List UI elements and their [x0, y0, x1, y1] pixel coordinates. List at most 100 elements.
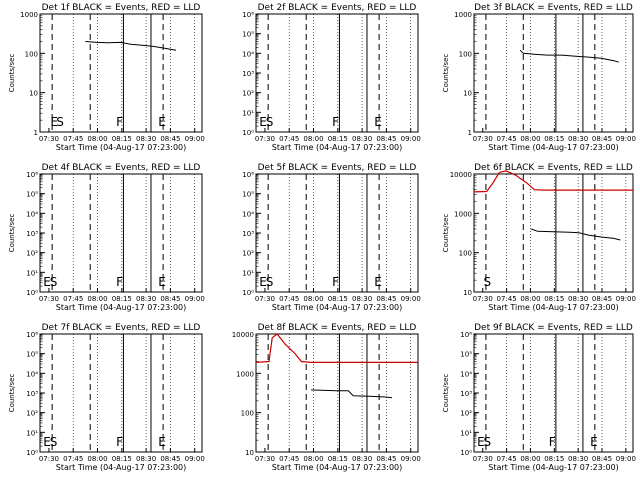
y-tick-label: 10³	[242, 230, 254, 238]
panel-title: Det 4f BLACK = Events, RED = LLD	[42, 163, 201, 173]
x-tick-label: 07:45	[279, 455, 299, 463]
x-tick-label: 08:30	[568, 135, 588, 143]
y-tick-label: 10⁵	[26, 351, 38, 359]
y-tick-label: 10²	[242, 250, 254, 258]
y-tick-label: 100	[459, 250, 472, 258]
flag-label: E	[158, 275, 166, 289]
plot-frame	[39, 13, 203, 133]
panel-title: Det 6f BLACK = Events, RED = LLD	[474, 163, 633, 173]
lld-series-line	[473, 170, 633, 193]
y-tick-label: 10¹	[242, 269, 254, 277]
x-axis-label: Start Time (04-Aug-17 07:23:00)	[272, 463, 403, 472]
y-tick-label: 10⁴	[460, 370, 472, 378]
x-tick-label: 07:45	[63, 135, 83, 143]
x-tick-label: 07:30	[39, 135, 59, 143]
y-tick-label: 10⁰	[26, 289, 38, 297]
x-tick-label: 07:45	[63, 455, 83, 463]
x-tick-label: 08:00	[303, 135, 323, 143]
x-axis-label: Start Time (04-Aug-17 07:23:00)	[272, 303, 403, 312]
panel-title: Det 2f BLACK = Events, RED = LLD	[258, 3, 417, 13]
x-tick-label: 08:45	[160, 295, 180, 303]
y-tick-label: 10⁶	[242, 11, 254, 19]
y-tick-label: 10⁰	[26, 449, 38, 457]
y-tick-label: 1	[34, 129, 38, 137]
x-tick-label: 08:30	[136, 455, 156, 463]
detector-panel: 07:30 07:45 08:00 08:15 08:30 08:45 09:00 10⁰ 10…	[242, 163, 421, 312]
panel-title: Det 8f BLACK = Events, RED = LLD	[258, 323, 417, 333]
flag-label: S	[484, 275, 492, 289]
y-tick-label: 10²	[26, 410, 38, 418]
y-tick-label: 10²	[242, 90, 254, 98]
x-tick-label: 07:30	[473, 295, 493, 303]
x-tick-label: 08:30	[352, 295, 372, 303]
x-tick-label: 08:00	[520, 295, 540, 303]
flag-label: E	[259, 115, 267, 129]
flag-label: E	[43, 435, 51, 449]
x-tick-label: 08:00	[520, 135, 540, 143]
flag-label: F	[116, 275, 123, 289]
flag-label: E	[158, 115, 166, 129]
y-tick-label: 10¹	[460, 429, 472, 437]
y-tick-label: 10⁴	[26, 370, 38, 378]
flag-label: S	[266, 115, 274, 129]
x-tick-label: 08:15	[544, 295, 564, 303]
y-tick-label: 100	[459, 50, 472, 58]
y-tick-label: 10⁵	[242, 191, 254, 199]
x-tick-label: 08:15	[328, 455, 348, 463]
x-tick-label: 07:30	[255, 295, 275, 303]
x-tick-label: 08:15	[544, 455, 564, 463]
flag-label: E	[374, 115, 382, 129]
flag-label: S	[56, 115, 64, 129]
y-tick-label: 10¹	[26, 429, 38, 437]
x-tick-label: 07:30	[255, 455, 275, 463]
lld-series-line	[255, 333, 418, 363]
x-tick-label: 09:00	[185, 135, 205, 143]
x-tick-label: 08:45	[376, 135, 396, 143]
x-axis-label: Start Time (04-Aug-17 07:23:00)	[56, 463, 187, 472]
y-tick-label: 10¹	[26, 269, 38, 277]
detector-panel: 07:30 07:45 08:00 08:15 08:30 08:45 09:00 1 10 10…	[442, 3, 636, 152]
y-tick-label: 10³	[26, 390, 38, 398]
x-tick-label: 07:45	[497, 135, 517, 143]
y-tick-label: 1000	[454, 11, 472, 19]
panel-title: Det 3f BLACK = Events, RED = LLD	[474, 3, 633, 13]
x-tick-label: 08:00	[303, 455, 323, 463]
detector-panel: 07:30 07:45 08:00 08:15 08:30 08:45 09:00 10⁰ 10…	[242, 3, 421, 152]
x-tick-label: 08:15	[112, 135, 132, 143]
y-axis-label: Counts/sec	[442, 54, 450, 93]
y-axis-label: Counts/sec	[8, 214, 16, 253]
x-tick-label: 07:30	[473, 455, 493, 463]
y-tick-label: 10⁶	[460, 331, 472, 339]
y-tick-label: 10²	[460, 410, 472, 418]
flag-label: E	[50, 115, 58, 129]
x-tick-label: 09:00	[401, 455, 421, 463]
x-tick-label: 09:00	[185, 295, 205, 303]
x-tick-label: 08:00	[87, 135, 107, 143]
events-series-line	[519, 49, 619, 63]
x-axis-label: Start Time (04-Aug-17 07:23:00)	[56, 143, 187, 152]
x-tick-label: 08:15	[328, 135, 348, 143]
y-tick-label: 100	[241, 410, 254, 418]
detector-panel: 07:30 07:45 08:00 08:15 08:30 08:45 09:00 10⁰ 10…	[8, 323, 205, 472]
x-tick-label: 08:15	[328, 295, 348, 303]
x-tick-label: 08:45	[160, 455, 180, 463]
x-tick-label: 07:30	[39, 455, 59, 463]
y-tick-label: 1000	[454, 210, 472, 218]
y-tick-label: 10⁵	[460, 351, 472, 359]
y-tick-label: 10⁵	[26, 191, 38, 199]
x-tick-label: 09:00	[616, 135, 636, 143]
y-tick-label: 10³	[242, 70, 254, 78]
y-axis-label: Counts/sec	[8, 54, 16, 93]
y-axis-label: Counts/sec	[442, 214, 450, 253]
x-tick-label: 07:30	[255, 135, 275, 143]
flag-label: S	[266, 275, 274, 289]
detector-panel: 07:30 07:45 08:00 08:15 08:30 08:45 09:00 10⁰ 10…	[8, 163, 205, 312]
x-tick-label: 09:00	[185, 455, 205, 463]
x-tick-label: 07:30	[473, 135, 493, 143]
y-tick-label: 10000	[450, 171, 472, 179]
x-axis-label: Start Time (04-Aug-17 07:23:00)	[488, 143, 619, 152]
x-tick-label: 09:00	[401, 295, 421, 303]
x-tick-label: 09:00	[401, 135, 421, 143]
x-tick-label: 08:45	[376, 295, 396, 303]
